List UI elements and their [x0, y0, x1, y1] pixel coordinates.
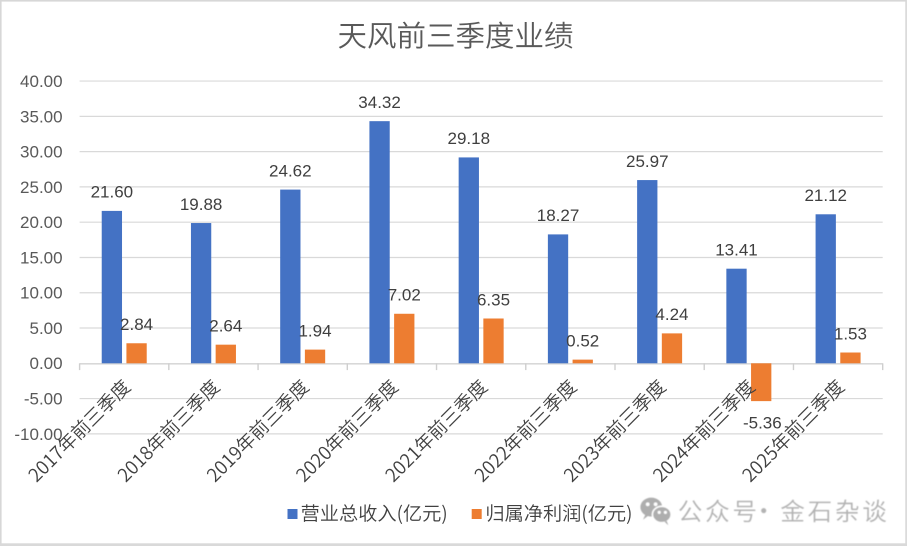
svg-text:24.62: 24.62	[269, 161, 312, 180]
svg-text:1.53: 1.53	[834, 324, 867, 343]
svg-text:10.00: 10.00	[20, 284, 63, 303]
svg-text:0.52: 0.52	[566, 331, 599, 350]
svg-text:15.00: 15.00	[20, 248, 63, 267]
svg-text:21.60: 21.60	[91, 183, 134, 202]
svg-text:40.00: 40.00	[20, 72, 63, 91]
svg-text:-10.00: -10.00	[14, 425, 62, 444]
svg-text:35.00: 35.00	[20, 107, 63, 126]
svg-text:13.41: 13.41	[715, 240, 758, 259]
svg-text:7.02: 7.02	[388, 286, 421, 305]
svg-text:18.27: 18.27	[537, 206, 580, 225]
svg-text:29.18: 29.18	[448, 129, 491, 148]
svg-text:5.00: 5.00	[30, 319, 63, 338]
svg-text:4.24: 4.24	[655, 305, 688, 324]
svg-text:1.94: 1.94	[298, 321, 331, 340]
svg-text:30.00: 30.00	[20, 143, 63, 162]
svg-text:-5.36: -5.36	[743, 414, 782, 433]
svg-text:20.00: 20.00	[20, 213, 63, 232]
svg-text:-5.00: -5.00	[24, 389, 63, 408]
svg-text:2.84: 2.84	[120, 315, 153, 334]
svg-text:6.35: 6.35	[477, 290, 510, 309]
svg-text:25.00: 25.00	[20, 178, 63, 197]
svg-text:21.12: 21.12	[804, 186, 847, 205]
svg-text:19.88: 19.88	[180, 195, 223, 214]
svg-text:25.97: 25.97	[626, 152, 669, 171]
svg-text:2.64: 2.64	[209, 316, 242, 335]
svg-text:34.32: 34.32	[358, 93, 401, 112]
svg-text:0.00: 0.00	[30, 354, 63, 373]
